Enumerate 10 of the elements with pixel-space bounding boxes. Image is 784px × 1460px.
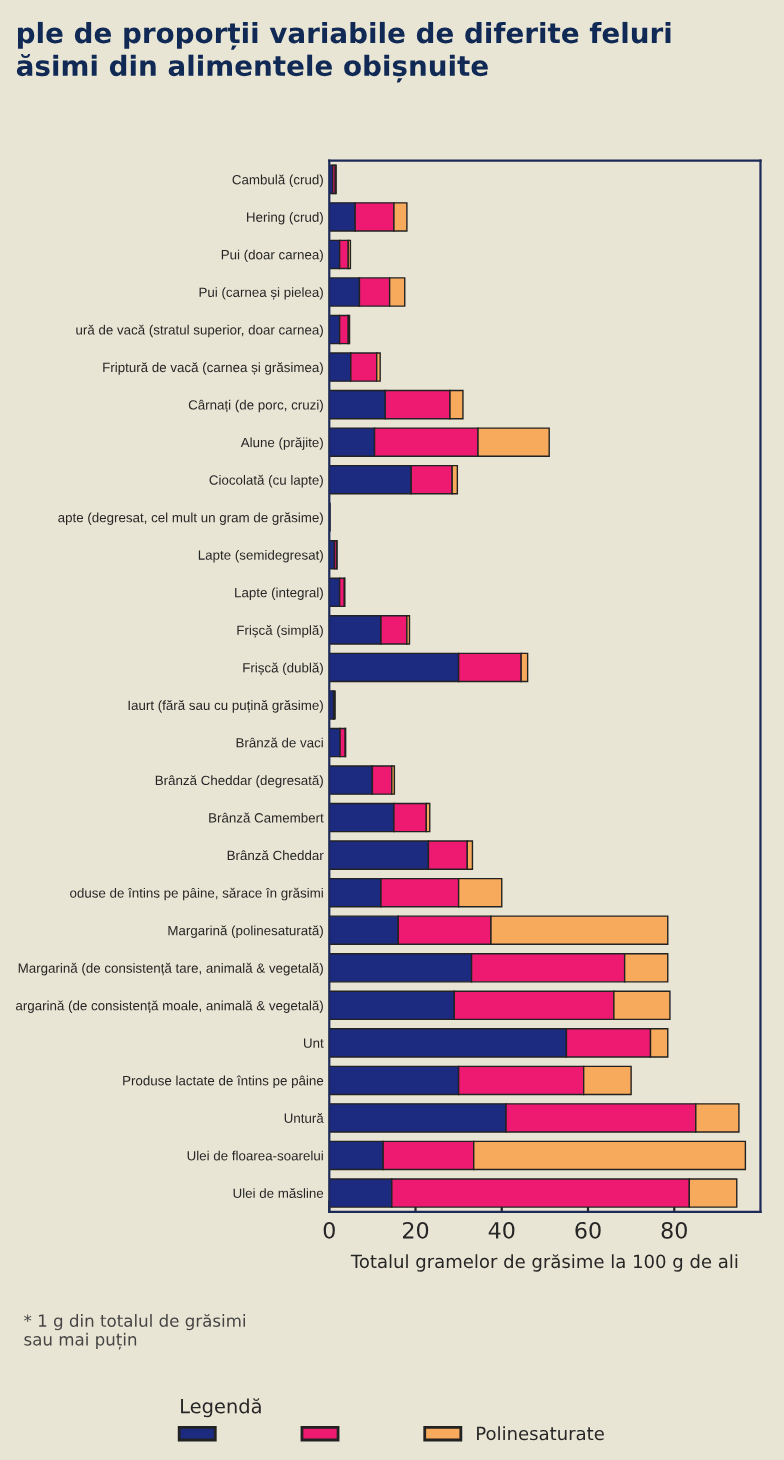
legend-title: Legendă	[181, 1398, 261, 1418]
x-tick-label: 40	[488, 1221, 515, 1239]
x-axis-title: Totalul gramelor de grăsime la 100 g de ali	[350, 1254, 738, 1272]
x-tick-label: 0	[323, 1221, 335, 1239]
x-tick-label: 20	[403, 1221, 429, 1239]
text: * 1 g din totalul de grăsimi sau mai puțin	[24, 1314, 245, 1350]
x-tick-label: 60	[575, 1221, 601, 1239]
chart-title: ple de proporții variabile de diferite feluri ăsimi din alimentele obișnuite	[16, 21, 671, 83]
legend-label: Polinesaturate	[477, 1426, 604, 1441]
x-tick-label: 80	[661, 1221, 687, 1239]
